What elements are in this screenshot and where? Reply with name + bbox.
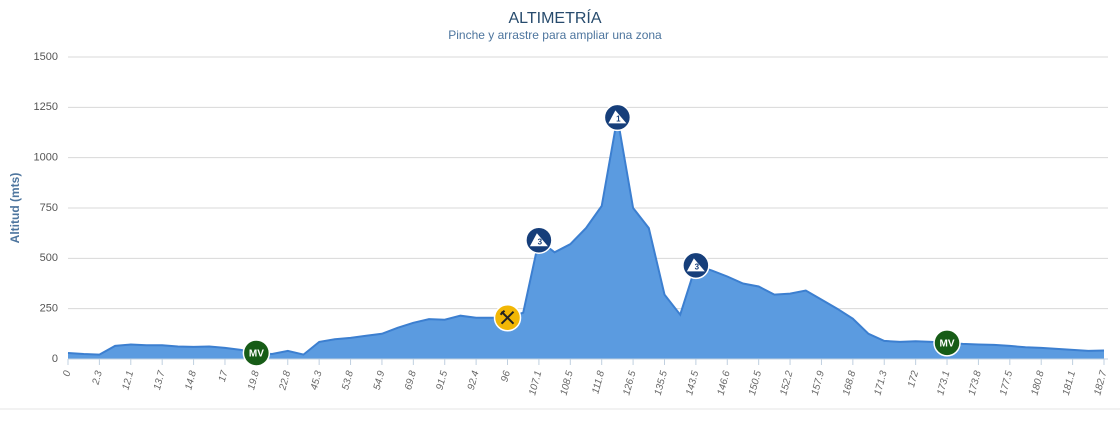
x-tick-label: 172 — [906, 369, 921, 388]
x-tick-label: 92.4 — [466, 369, 482, 391]
y-tick-label: 250 — [40, 303, 58, 315]
area — [68, 117, 1104, 360]
x-tick-label: 22.8 — [277, 369, 293, 392]
mv-label: MV — [249, 349, 264, 360]
x-tick-label: 177.5 — [998, 369, 1015, 396]
annotation-marker — [493, 303, 522, 332]
x-tick-label: 54.9 — [372, 369, 388, 391]
x-tick-label: 171.3 — [873, 369, 890, 396]
mountain-icon — [608, 110, 627, 124]
annotation-marker: 3 — [525, 226, 553, 254]
x-tick-label: 152.2 — [778, 369, 795, 396]
x-tick-label: 181.1 — [1061, 370, 1078, 397]
y-tick-label: 0 — [52, 353, 58, 365]
category-label: 3 — [695, 262, 700, 271]
x-tick-label: 96 — [499, 369, 513, 383]
y-tick-label: 1250 — [34, 101, 58, 113]
y-axis-title: Altitud (mts) — [8, 173, 22, 244]
x-tick-label: 19.8 — [246, 369, 262, 391]
x-tick-label: 91.5 — [435, 369, 451, 391]
x-tick-label: 53.8 — [340, 369, 356, 391]
x-tick-label: 0 — [61, 369, 73, 378]
y-tick-label: 1500 — [34, 51, 58, 63]
x-tick-label: 143.5 — [684, 369, 701, 396]
x-tick-label: 17 — [217, 369, 231, 383]
x-tick-label: 12.1 — [121, 370, 137, 392]
category-label: 1 — [616, 115, 621, 124]
y-tick-label: 500 — [40, 252, 58, 264]
x-tick-label: 69.8 — [403, 369, 419, 391]
x-tick-label: 107.1 — [527, 370, 544, 397]
annotation-marker: 3 — [682, 251, 710, 280]
x-tick-label: 108.5 — [559, 369, 576, 396]
annotation-marker: MV — [933, 329, 961, 357]
annotation-marker: MV — [242, 339, 271, 367]
mv-label: MV — [940, 339, 955, 350]
mv-badge — [242, 339, 271, 367]
x-tick-label: 180.8 — [1030, 369, 1047, 396]
x-tick-label: 14.8 — [183, 369, 199, 391]
x-tick-label: 150.5 — [747, 369, 764, 396]
x-tick-label: 13.7 — [152, 369, 168, 391]
mountain-icon — [686, 258, 705, 272]
mountain-icon — [529, 233, 548, 247]
chart-title: ALTIMETRÍA — [508, 8, 601, 27]
line — [67, 117, 1105, 356]
x-tick-label: 126.5 — [621, 369, 638, 396]
x-tick-label: 111.8 — [590, 369, 607, 395]
x-tick-label: 168.8 — [841, 369, 858, 396]
x-tick-label: 45.3 — [309, 369, 325, 391]
x-tick-label: 2.3 — [90, 369, 105, 387]
x-tick-label: 182.7 — [1092, 369, 1109, 396]
x-tick-label: 146.6 — [716, 369, 733, 396]
y-tick-label: 1000 — [34, 152, 58, 164]
category-label: 3 — [538, 237, 543, 246]
chart-subtitle: Pinche y arrastre para ampliar una zona — [448, 28, 662, 42]
y-tick-label: 750 — [40, 202, 58, 214]
x-tick-label: 173.1 — [935, 370, 952, 397]
x-tick-label: 157.9 — [810, 369, 827, 396]
x-tick-label: 173.8 — [967, 369, 984, 396]
mv-badge — [933, 329, 961, 357]
annotation-marker: 1 — [603, 103, 632, 132]
x-tick-label: 135.5 — [653, 369, 670, 396]
food-icon — [499, 310, 515, 325]
